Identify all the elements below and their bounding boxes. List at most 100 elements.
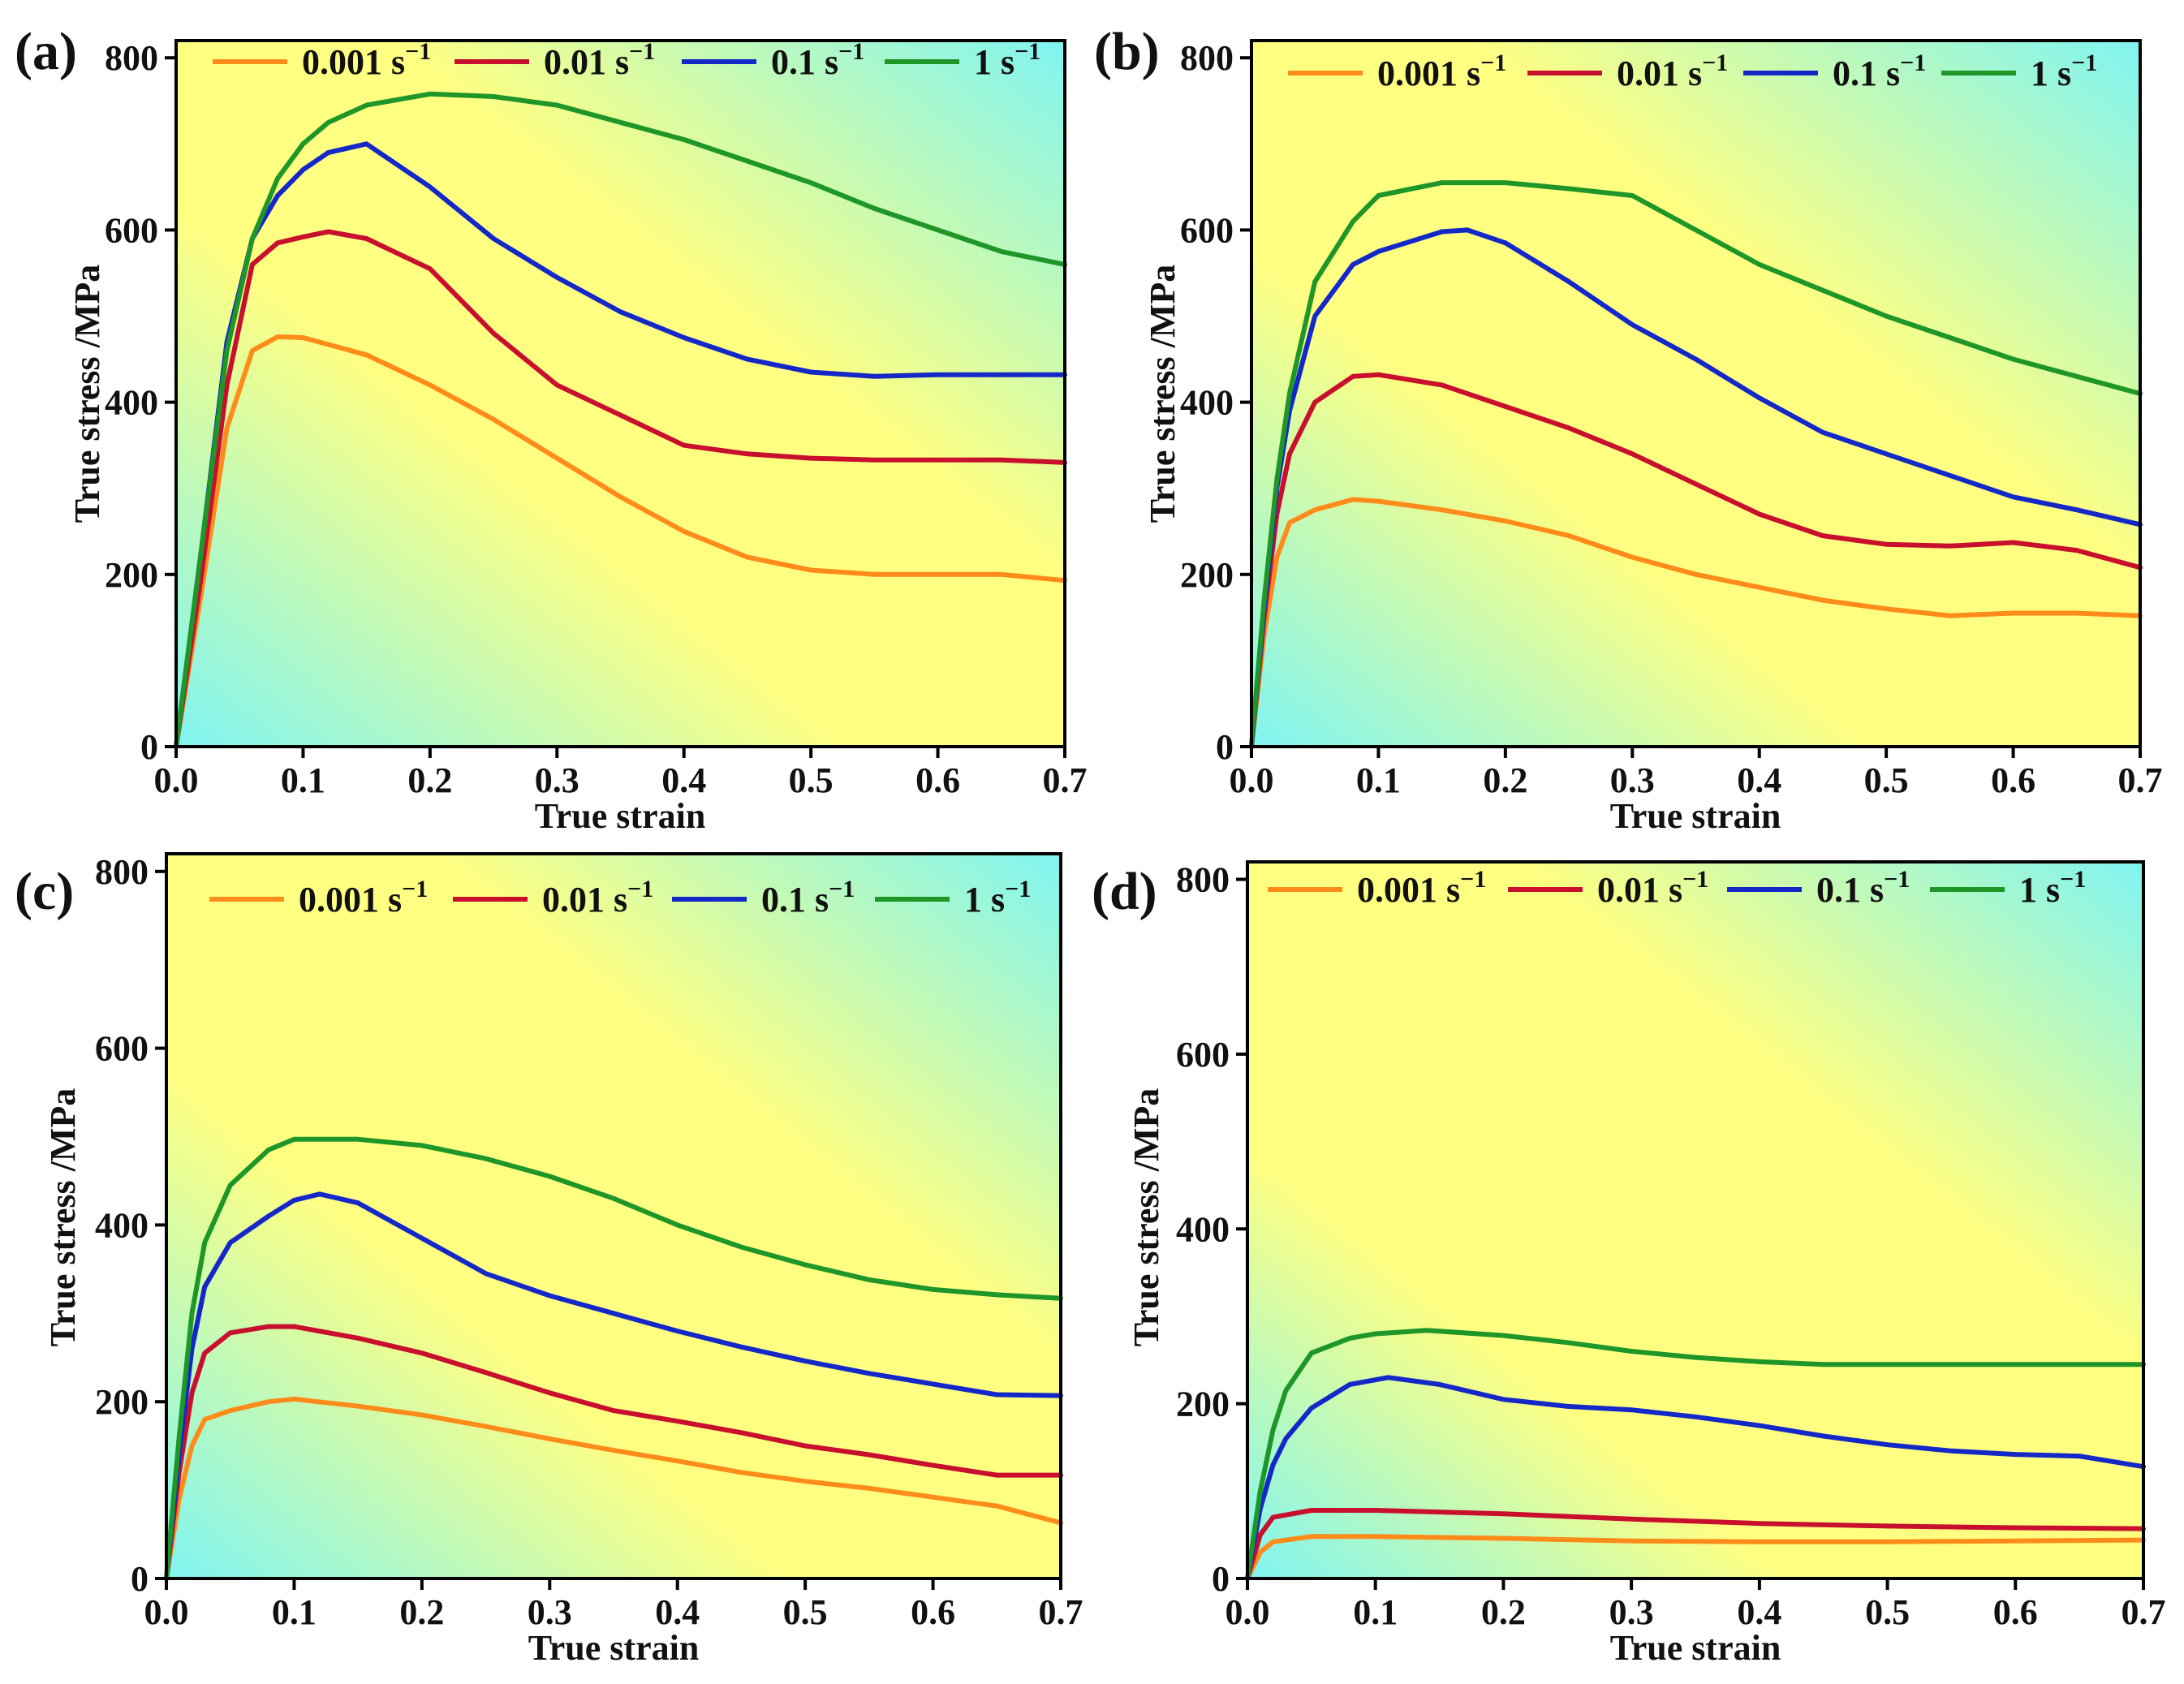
panel-label-b: (b)	[1094, 22, 1160, 81]
x-tick-label-c-7: 0.7	[1039, 1592, 1083, 1632]
x-tick-label-a-1: 0.1	[281, 760, 325, 800]
series-group-a	[174, 91, 1067, 749]
y-tick-label-d-3: 600	[1176, 1035, 1230, 1075]
x-tick-label-b-1: 0.1	[1356, 760, 1401, 800]
panel-b: 0.0 0.1 0.2 0.3 0.4 0.5 0.6 0.7 0 200 400 600 800 0.…	[1094, 22, 2163, 836]
series-line-c-3	[164, 1136, 1063, 1581]
y-tick-label-d-0: 0	[1212, 1559, 1230, 1599]
series-line-b-2	[1249, 227, 2143, 749]
plot-area-b	[1251, 41, 2140, 747]
x-tick-label-c-2: 0.2	[399, 1592, 444, 1632]
x-tick-label-c-6: 0.6	[911, 1592, 955, 1632]
series-line-b-3	[1249, 180, 2143, 749]
y-tick-label-c-4: 800	[95, 852, 149, 892]
legend-c: 0.001 s−1 0.01 s−1 0.1 s−1 1 s−1	[209, 876, 1031, 920]
series-line-a-0	[174, 334, 1067, 749]
x-tick-label-b-7: 0.7	[2118, 760, 2163, 800]
series-group-c	[164, 1136, 1063, 1581]
y-axis-title-c: True stress /MPa	[43, 1088, 83, 1347]
axes-group-a: 0.0 0.1 0.2 0.3 0.4 0.5 0.6 0.7 0 200 400 600 800	[105, 38, 1088, 800]
y-tick-label-c-1: 200	[95, 1382, 149, 1422]
x-tick-label-d-7: 0.7	[2122, 1592, 2166, 1632]
x-tick-label-a-5: 0.5	[789, 760, 834, 800]
x-tick-label-c-5: 0.5	[783, 1592, 828, 1632]
plot-area-c	[166, 854, 1061, 1578]
x-tick-label-b-5: 0.5	[1864, 760, 1909, 800]
panel-label-d: (d)	[1092, 862, 1157, 921]
axes-frame-c	[165, 852, 1062, 1580]
y-tick-label-b-3: 600	[1180, 210, 1234, 250]
x-tick-label-b-2: 0.2	[1483, 760, 1527, 800]
series-line-a-1	[174, 229, 1067, 749]
plot-area-a	[176, 41, 1065, 747]
series-line-d-1	[1245, 1508, 2146, 1581]
y-tick-label-a-3: 600	[105, 210, 158, 250]
x-tick-label-b-6: 0.6	[1991, 760, 2035, 800]
panel-label-a: (a)	[15, 22, 77, 81]
panel-d: 0.0 0.1 0.2 0.3 0.4 0.5 0.6 0.7 0 200 400 600 800 0.…	[1092, 860, 2166, 1668]
x-tick-label-c-4: 0.4	[655, 1592, 700, 1632]
y-tick-label-a-4: 800	[105, 38, 158, 78]
panel-c: 0.0 0.1 0.2 0.3 0.4 0.5 0.6 0.7 0 200 400 600 800 0.…	[15, 852, 1083, 1668]
axes-group-b: 0.0 0.1 0.2 0.3 0.4 0.5 0.6 0.7 0 200 400 600 800	[1180, 38, 2163, 800]
y-axis-title-b: True stress /MPa	[1143, 265, 1182, 523]
y-tick-label-d-4: 800	[1176, 860, 1230, 900]
x-axis-title-b: True strain	[1610, 796, 1781, 836]
x-tick-label-a-7: 0.7	[1043, 760, 1088, 800]
x-tick-label-b-3: 0.3	[1610, 760, 1655, 800]
y-tick-label-d-1: 200	[1176, 1385, 1230, 1424]
x-tick-label-d-2: 0.2	[1481, 1592, 1526, 1632]
x-tick-label-a-4: 0.4	[661, 760, 706, 800]
x-axis-title-a: True strain	[535, 796, 706, 836]
series-line-b-1	[1249, 372, 2143, 749]
x-tick-label-d-5: 0.5	[1865, 1592, 1910, 1632]
x-tick-label-d-3: 0.3	[1609, 1592, 1654, 1632]
y-tick-label-c-0: 0	[131, 1559, 149, 1599]
axes-frame-a	[174, 39, 1066, 748]
y-tick-label-a-0: 0	[140, 727, 158, 767]
x-axis-title-c: True strain	[528, 1628, 700, 1668]
axes-group-d: 0.0 0.1 0.2 0.3 0.4 0.5 0.6 0.7 0 200 400 600 800	[1176, 860, 2166, 1632]
series-line-a-3	[174, 91, 1067, 749]
series-line-b-0	[1249, 497, 2143, 749]
x-tick-label-a-0: 0.0	[154, 760, 199, 800]
x-tick-label-d-1: 0.1	[1353, 1592, 1398, 1632]
y-tick-label-b-4: 800	[1180, 38, 1234, 78]
series-line-c-2	[164, 1191, 1063, 1581]
y-tick-label-a-1: 200	[105, 555, 158, 595]
panel-label-c: (c)	[15, 862, 74, 921]
x-tick-label-d-6: 0.6	[1993, 1592, 2038, 1632]
x-tick-label-c-3: 0.3	[528, 1592, 572, 1632]
x-tick-label-d-0: 0.0	[1226, 1592, 1270, 1632]
y-tick-label-b-2: 400	[1180, 383, 1234, 423]
x-tick-label-c-1: 0.1	[272, 1592, 317, 1632]
series-group-d	[1245, 1328, 2146, 1581]
x-tick-label-b-0: 0.0	[1230, 760, 1274, 800]
axes-frame-b	[1250, 39, 2142, 748]
x-tick-label-c-0: 0.0	[144, 1592, 189, 1632]
y-tick-label-b-1: 200	[1180, 555, 1234, 595]
series-line-d-3	[1245, 1328, 2146, 1581]
legend-b: 0.001 s−1 0.01 s−1 0.1 s−1 1 s−1	[1288, 50, 2097, 93]
x-tick-label-a-6: 0.6	[915, 760, 960, 800]
legend-label-b-2: 0.1 s−1	[1833, 50, 1926, 93]
y-axis-title-d: True stress /MPa	[1126, 1088, 1166, 1347]
series-line-d-0	[1245, 1534, 2146, 1581]
series-group-b	[1249, 180, 2143, 749]
axes-frame-d	[1246, 860, 2145, 1580]
y-tick-label-b-0: 0	[1216, 727, 1234, 767]
y-axis-title-a: True stress /MPa	[67, 265, 107, 523]
series-line-c-1	[164, 1324, 1063, 1581]
series-line-d-2	[1245, 1375, 2146, 1581]
x-tick-label-a-3: 0.3	[535, 760, 579, 800]
x-tick-label-b-4: 0.4	[1737, 760, 1781, 800]
x-tick-label-a-2: 0.2	[407, 760, 452, 800]
x-tick-label-d-4: 0.4	[1737, 1592, 1781, 1632]
y-tick-label-c-2: 400	[95, 1205, 149, 1245]
x-axis-title-d: True strain	[1610, 1628, 1781, 1668]
y-tick-label-a-2: 400	[105, 383, 158, 423]
y-tick-label-c-3: 600	[95, 1029, 149, 1069]
plot-area-d	[1247, 862, 2143, 1578]
series-line-c-0	[164, 1396, 1063, 1581]
